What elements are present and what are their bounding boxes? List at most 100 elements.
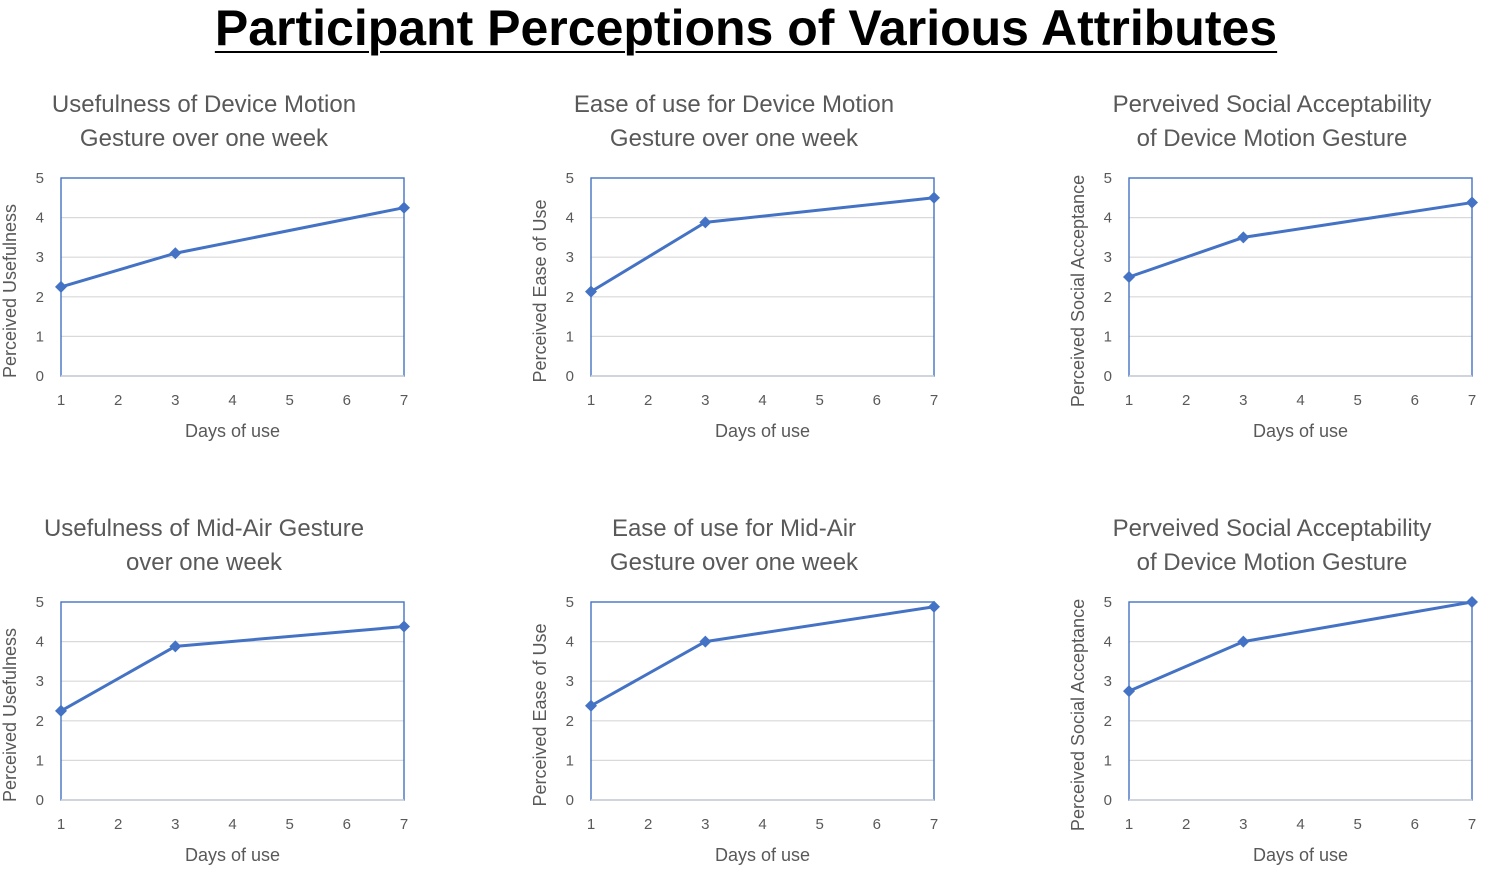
y-tick-label: 5 bbox=[36, 594, 44, 611]
y-axis-label: Perceived Ease of Use bbox=[530, 199, 550, 382]
y-tick-label: 4 bbox=[566, 634, 574, 651]
y-axis-label: Perceived Usefulness bbox=[0, 628, 20, 802]
y-tick-label: 2 bbox=[566, 289, 574, 306]
data-point bbox=[398, 201, 410, 214]
x-tick-label: 6 bbox=[1411, 392, 1419, 409]
chart-panel-2: Ease of use for Device Motion Gesture ove… bbox=[530, 85, 950, 465]
chart-svg: Ease of use for Mid-Air Gesture over one … bbox=[530, 515, 940, 865]
plot-frame bbox=[60, 177, 405, 377]
data-point bbox=[1466, 596, 1478, 608]
x-tick-label: 2 bbox=[1182, 816, 1190, 833]
x-tick-label: 1 bbox=[1125, 392, 1133, 409]
x-axis-label: Days of use bbox=[1253, 845, 1348, 865]
y-tick-label: 4 bbox=[566, 210, 574, 227]
x-tick-label: 3 bbox=[701, 392, 709, 409]
x-tick-label: 7 bbox=[930, 816, 938, 833]
page-title-text: Participant Perceptions of Various Attri… bbox=[214, 0, 1278, 56]
x-tick-label: 6 bbox=[343, 392, 351, 409]
y-axis-label: Perceived Usefulness bbox=[0, 204, 20, 378]
x-tick-label: 1 bbox=[57, 816, 65, 833]
plot-frame bbox=[1128, 177, 1473, 377]
y-tick-label: 5 bbox=[1104, 594, 1112, 611]
x-tick-label: 6 bbox=[873, 816, 881, 833]
y-tick-label: 3 bbox=[566, 673, 574, 690]
y-tick-label: 4 bbox=[36, 210, 44, 227]
chart-title-line: Gesture over one week bbox=[80, 125, 329, 152]
chart-title-line: Gesture over one week bbox=[610, 125, 859, 152]
y-tick-label: 0 bbox=[1104, 368, 1112, 385]
y-tick-label: 2 bbox=[36, 289, 44, 306]
y-tick-label: 4 bbox=[36, 634, 44, 651]
x-tick-label: 3 bbox=[701, 816, 709, 833]
page-title: Participant Perceptions of Various Attri… bbox=[0, 0, 1492, 56]
y-tick-label: 5 bbox=[566, 170, 574, 187]
x-tick-label: 4 bbox=[1296, 816, 1304, 833]
chart-title-line: of Device Motion Gesture bbox=[1137, 549, 1408, 576]
y-tick-label: 5 bbox=[566, 594, 574, 611]
chart-svg: Ease of use for Device Motion Gesture ove… bbox=[530, 91, 940, 441]
x-tick-label: 4 bbox=[228, 392, 236, 409]
x-tick-label: 1 bbox=[57, 392, 65, 409]
x-tick-label: 2 bbox=[1182, 392, 1190, 409]
y-tick-label: 5 bbox=[1104, 170, 1112, 187]
x-tick-label: 4 bbox=[1296, 392, 1304, 409]
y-tick-label: 2 bbox=[36, 713, 44, 730]
chart-title-line: Ease of use for Device Motion bbox=[574, 91, 894, 118]
data-point bbox=[1123, 271, 1135, 283]
plot-frame bbox=[590, 177, 935, 377]
x-tick-label: 7 bbox=[400, 392, 408, 409]
data-point bbox=[699, 635, 712, 648]
data-point bbox=[1237, 635, 1250, 648]
x-tick-label: 7 bbox=[1468, 392, 1476, 409]
chart-title-line: of Device Motion Gesture bbox=[1137, 125, 1408, 152]
data-point bbox=[585, 285, 597, 298]
x-tick-label: 2 bbox=[114, 816, 122, 833]
y-tick-label: 0 bbox=[566, 368, 574, 385]
y-axis-label: Perceived Ease of Use bbox=[530, 623, 550, 806]
series-line bbox=[590, 196, 935, 293]
x-tick-label: 1 bbox=[587, 816, 595, 833]
x-tick-label: 2 bbox=[114, 392, 122, 409]
x-tick-label: 3 bbox=[171, 392, 179, 409]
x-tick-label: 6 bbox=[343, 816, 351, 833]
y-tick-label: 2 bbox=[566, 713, 574, 730]
chart-svg: Perveived Social Acceptability of Device … bbox=[1068, 515, 1478, 865]
chart-panel-1: Usefulness of Device Motion Gesture over … bbox=[0, 85, 420, 465]
x-tick-label: 4 bbox=[228, 816, 236, 833]
x-tick-label: 5 bbox=[1353, 392, 1361, 409]
chart-title-line: Usefulness of Device Motion bbox=[52, 91, 356, 118]
chart-title-line: over one week bbox=[126, 549, 283, 576]
x-tick-label: 3 bbox=[171, 816, 179, 833]
data-point bbox=[169, 640, 182, 653]
y-axis-label: Perceived Social Acceptance bbox=[1068, 175, 1088, 407]
chart-title-line: Perveived Social Acceptability bbox=[1113, 515, 1432, 542]
x-axis-label: Days of use bbox=[715, 421, 810, 441]
y-tick-label: 1 bbox=[566, 752, 574, 769]
y-tick-label: 1 bbox=[1104, 328, 1112, 345]
x-tick-label: 5 bbox=[815, 816, 823, 833]
y-tick-label: 4 bbox=[1104, 634, 1112, 651]
x-tick-label: 4 bbox=[758, 816, 766, 833]
chart-svg: Perveived Social Acceptability of Device … bbox=[1068, 91, 1478, 441]
x-tick-label: 5 bbox=[1353, 816, 1361, 833]
x-tick-label: 6 bbox=[873, 392, 881, 409]
chart-svg: Usefulness of Mid-Air Gesture over one we… bbox=[0, 515, 410, 865]
chart-panel-6: Perveived Social Acceptability of Device … bbox=[1068, 509, 1488, 887]
x-axis-label: Days of use bbox=[185, 845, 280, 865]
y-tick-label: 1 bbox=[566, 328, 574, 345]
data-point bbox=[585, 699, 597, 712]
data-point bbox=[55, 704, 67, 717]
y-tick-label: 1 bbox=[36, 752, 44, 769]
y-tick-label: 3 bbox=[36, 249, 44, 266]
x-tick-label: 4 bbox=[758, 392, 766, 409]
x-tick-label: 3 bbox=[1239, 816, 1247, 833]
chart-panel-4: Usefulness of Mid-Air Gesture over one we… bbox=[0, 509, 420, 887]
series-line bbox=[1128, 201, 1473, 279]
chart-title-line: Perveived Social Acceptability bbox=[1113, 91, 1432, 118]
y-tick-label: 0 bbox=[36, 792, 44, 809]
y-tick-label: 1 bbox=[36, 328, 44, 345]
x-axis-label: Days of use bbox=[1253, 421, 1348, 441]
chart-title-line: Gesture over one week bbox=[610, 549, 859, 576]
x-tick-label: 6 bbox=[1411, 816, 1419, 833]
series-line bbox=[60, 206, 405, 289]
